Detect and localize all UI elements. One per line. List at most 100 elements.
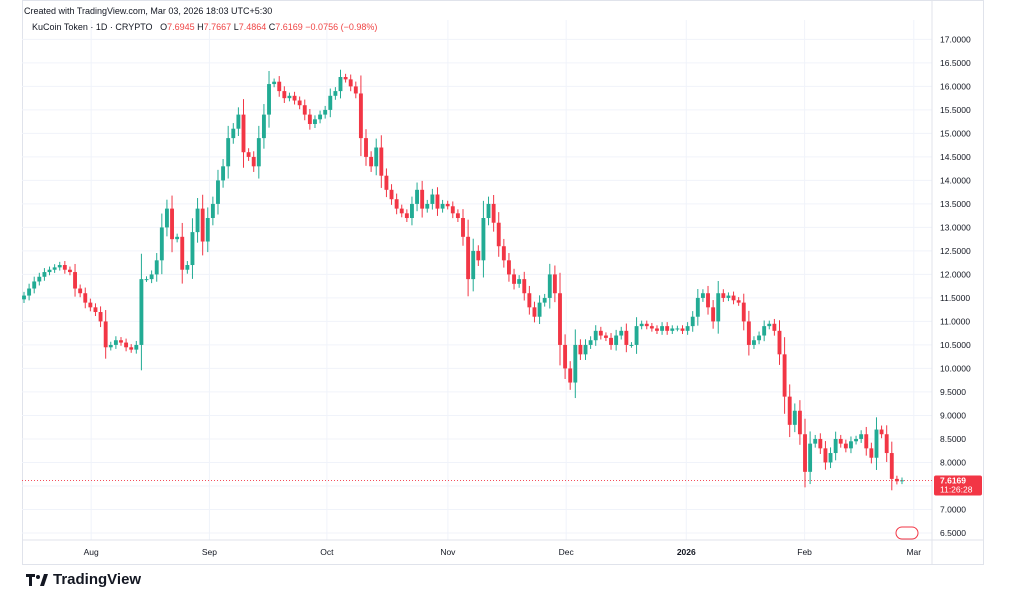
- open-label: O: [160, 22, 168, 32]
- candle-body: [496, 222, 501, 247]
- candle-body: [103, 321, 108, 348]
- candle-body: [307, 114, 312, 125]
- candle-body: [889, 453, 894, 479]
- y-tick-label: 12.5000: [940, 246, 971, 256]
- candle-body: [476, 250, 481, 261]
- brand-name: TradingView: [53, 571, 142, 588]
- candle-body: [415, 189, 419, 204]
- candle-body: [256, 138, 261, 167]
- candle-body: [879, 429, 884, 435]
- candle-body: [491, 203, 496, 223]
- candle-body: [706, 293, 710, 308]
- x-tick-label: 2026: [677, 547, 696, 557]
- candle-body: [568, 368, 573, 383]
- candle-body: [547, 274, 552, 298]
- candle-body: [364, 138, 368, 157]
- candle-body: [624, 330, 629, 345]
- x-tick-label: Oct: [320, 547, 334, 557]
- candle-body: [195, 208, 200, 233]
- x-tick-label: Nov: [440, 547, 456, 557]
- low-value: 7.4864: [238, 22, 267, 32]
- candle-body: [864, 434, 869, 449]
- tradingview-brand[interactable]: TradingView: [26, 571, 141, 588]
- candle-body: [471, 250, 476, 280]
- candle-body: [98, 312, 103, 322]
- candle-body: [823, 448, 828, 463]
- candle-body: [338, 77, 343, 92]
- candle-body: [119, 340, 123, 343]
- candle-body: [246, 152, 251, 157]
- candle-body: [757, 335, 762, 341]
- candle-body: [399, 208, 404, 214]
- candle-body: [787, 396, 792, 425]
- candle-body: [507, 260, 511, 275]
- candle-body: [226, 138, 231, 167]
- candle-body: [894, 478, 899, 482]
- candle-body: [700, 293, 705, 298]
- created-caption: Created with TradingView.com, Mar 03, 20…: [24, 6, 273, 16]
- candle-body: [593, 330, 598, 341]
- close-label: C: [268, 22, 276, 32]
- candle-body: [644, 323, 649, 327]
- ohlc-legend: KuCoin Token · 1D · CRYPTO O7.6945 H7.76…: [32, 22, 377, 32]
- candle-body: [333, 91, 338, 96]
- low-label: L: [233, 22, 239, 32]
- candle-body: [261, 114, 266, 139]
- candle-body: [42, 272, 47, 277]
- candle-body: [318, 114, 323, 120]
- candle-body: [573, 344, 578, 383]
- candle-body: [675, 328, 680, 330]
- y-tick-label: 15.5000: [940, 105, 971, 115]
- candle-body: [323, 109, 328, 115]
- candle-body: [838, 438, 843, 444]
- candle-body: [716, 293, 721, 322]
- x-tick-label: Sep: [202, 547, 217, 557]
- chart-frame[interactable]: 17.0000 16.5000 16.0000 15.5000 15.0000 14.50…: [22, 0, 984, 565]
- y-tick-label: 12.0000: [940, 269, 971, 279]
- candle-body: [389, 189, 394, 200]
- candle-body: [328, 95, 333, 110]
- candle-body: [394, 199, 399, 209]
- candle-body: [461, 218, 465, 237]
- candle-body: [22, 295, 26, 300]
- candle-body: [73, 272, 77, 289]
- last-price-value: 7.6169: [940, 475, 966, 485]
- candle-body: [374, 147, 379, 167]
- candle-body: [634, 326, 639, 345]
- y-tick-label: 17.0000: [940, 34, 971, 44]
- candle-body: [52, 267, 57, 270]
- candle-body: [578, 344, 583, 355]
- y-tick-label: 16.0000: [940, 81, 971, 91]
- candle-body: [532, 307, 537, 317]
- candle-body: [629, 344, 634, 346]
- candle-body: [792, 410, 797, 425]
- candle-body: [639, 323, 644, 327]
- y-tick-label: 9.0000: [940, 410, 966, 420]
- y-tick-label: 6.5000: [940, 528, 966, 538]
- candle-body: [542, 297, 547, 303]
- candle-body: [251, 156, 256, 167]
- candle-body: [108, 344, 113, 348]
- candle-body: [558, 293, 562, 345]
- candle-body: [292, 95, 297, 101]
- candle-body: [843, 443, 848, 449]
- candle-body: [205, 218, 210, 242]
- y-tick-label: 15.0000: [940, 128, 971, 138]
- y-tick-label: 11.5000: [940, 293, 970, 303]
- chart-border: [22, 0, 984, 565]
- candle-body: [818, 438, 823, 449]
- candle-body: [512, 274, 516, 284]
- tradingview-logo-icon: [26, 573, 48, 586]
- high-label: H: [197, 22, 204, 32]
- candle-body: [501, 246, 506, 261]
- candle-body: [711, 307, 716, 322]
- candle-body: [88, 302, 93, 308]
- candle-body: [134, 344, 139, 350]
- candle-body: [466, 236, 471, 280]
- candle-body: [517, 279, 522, 284]
- price-chart[interactable]: 17.0000 16.5000 16.0000 15.5000 15.0000 14.50…: [22, 0, 984, 565]
- candle-body: [777, 330, 782, 355]
- candle-body: [420, 189, 425, 209]
- candle-body: [343, 77, 348, 80]
- candle-body: [267, 84, 271, 115]
